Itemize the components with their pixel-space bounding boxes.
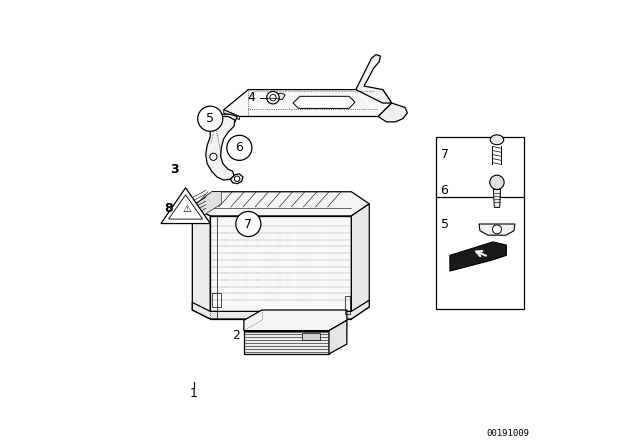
Polygon shape <box>302 333 320 340</box>
Polygon shape <box>192 192 369 216</box>
FancyBboxPatch shape <box>436 137 524 309</box>
Polygon shape <box>493 190 500 207</box>
Text: ⚠: ⚠ <box>182 204 191 214</box>
Polygon shape <box>212 114 237 125</box>
Polygon shape <box>356 55 392 103</box>
Text: 1: 1 <box>189 387 198 400</box>
Text: 5: 5 <box>206 112 214 125</box>
Polygon shape <box>192 192 221 216</box>
Polygon shape <box>351 204 369 319</box>
Text: 3: 3 <box>170 163 179 176</box>
Polygon shape <box>271 93 285 100</box>
Polygon shape <box>192 207 210 319</box>
Polygon shape <box>224 90 392 116</box>
Circle shape <box>236 211 261 237</box>
Circle shape <box>234 176 240 181</box>
Circle shape <box>210 153 217 160</box>
Ellipse shape <box>490 135 504 145</box>
Text: 00191009: 00191009 <box>486 429 530 438</box>
Circle shape <box>198 106 223 131</box>
Circle shape <box>213 120 221 127</box>
Text: 6: 6 <box>236 141 243 155</box>
Circle shape <box>493 225 502 234</box>
Polygon shape <box>378 103 407 122</box>
Text: 2: 2 <box>232 328 240 342</box>
Circle shape <box>490 175 504 190</box>
Polygon shape <box>450 242 506 271</box>
Polygon shape <box>192 300 369 319</box>
Text: 4: 4 <box>247 91 255 104</box>
Polygon shape <box>479 224 515 235</box>
Polygon shape <box>293 96 355 108</box>
Text: 7: 7 <box>440 148 449 161</box>
Polygon shape <box>206 116 235 180</box>
Polygon shape <box>230 174 243 184</box>
Circle shape <box>227 135 252 160</box>
Polygon shape <box>244 331 329 354</box>
Polygon shape <box>224 110 239 120</box>
Text: 7: 7 <box>244 217 252 231</box>
Circle shape <box>270 95 276 101</box>
Circle shape <box>267 91 279 104</box>
Polygon shape <box>210 216 351 319</box>
Polygon shape <box>244 310 347 331</box>
Text: 8: 8 <box>164 202 173 215</box>
Text: 5: 5 <box>440 218 449 232</box>
Polygon shape <box>329 320 347 354</box>
Polygon shape <box>161 188 210 224</box>
Text: 6: 6 <box>440 184 449 197</box>
